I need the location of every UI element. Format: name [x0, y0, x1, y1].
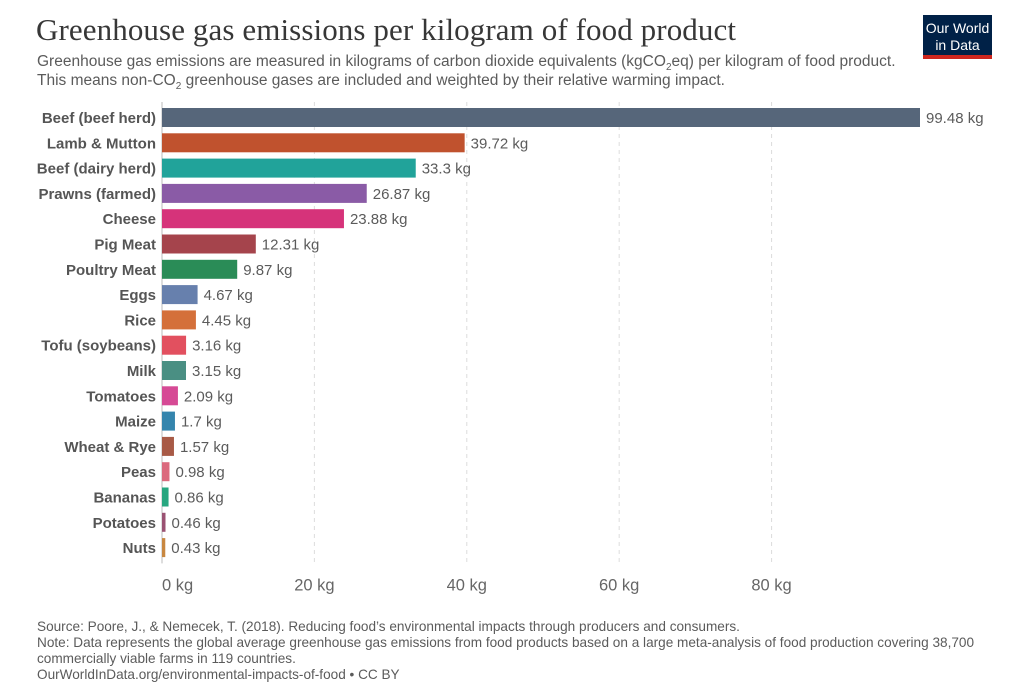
subtitle-text-3: greenhouse gases are included and weight…	[181, 72, 725, 89]
value-label: 2.09 kg	[184, 388, 233, 405]
value-label: 33.3 kg	[422, 161, 471, 178]
bar-chart: 0 kg 20 kg 40 kg 60 kg 80 kg Beef (beef herd)…	[37, 102, 984, 594]
x-tick-label: 80 kg	[751, 576, 791, 594]
bar	[162, 386, 178, 406]
x-tick-label: 0 kg	[162, 576, 193, 594]
bar	[162, 183, 367, 203]
category-label: Tomatoes	[86, 388, 156, 405]
category-label: Potatoes	[93, 515, 156, 532]
bar	[162, 209, 344, 229]
chart-title: Greenhouse gas emissions per kilogram of…	[36, 12, 737, 47]
chart-footer: Source: Poore, J., & Nemecek, T. (2018).…	[37, 619, 997, 683]
credit-link[interactable]: OurWorldInData.org/environmental-impacts…	[37, 667, 400, 682]
x-tick-label: 20 kg	[294, 576, 334, 594]
bar	[162, 108, 920, 127]
value-label: 0.43 kg	[171, 540, 220, 557]
x-tick-label: 40 kg	[447, 576, 487, 594]
subtitle-subscript-1: 2	[665, 62, 672, 74]
category-label: Peas	[121, 464, 156, 481]
category-label: Wheat & Rye	[64, 439, 156, 456]
logo-line-2: in Data	[935, 37, 980, 53]
chart-subtitle: Greenhouse gas emissions are measured in…	[37, 52, 917, 93]
bar	[162, 259, 238, 279]
category-label: Lamb & Mutton	[47, 135, 156, 152]
category-label: Beef (beef herd)	[42, 110, 156, 127]
x-tick-label: 60 kg	[599, 576, 639, 594]
category-label: Milk	[127, 363, 157, 380]
bar	[162, 512, 166, 532]
value-label: 0.98 kg	[175, 464, 224, 481]
bar	[162, 487, 169, 507]
value-label: 23.88 kg	[350, 211, 408, 228]
bar	[162, 436, 174, 456]
subtitle-subscript-2: 2	[175, 81, 182, 93]
value-label: 99.48 kg	[926, 110, 984, 127]
category-label: Beef (dairy herd)	[37, 161, 156, 178]
bar	[162, 538, 166, 558]
bar	[162, 234, 256, 254]
bar	[162, 158, 416, 178]
value-label: 3.16 kg	[192, 338, 241, 355]
value-label: 9.87 kg	[243, 262, 292, 279]
category-label: Maize	[115, 414, 156, 431]
bar	[162, 462, 170, 482]
category-label: Bananas	[93, 490, 156, 507]
bar	[162, 335, 187, 355]
category-label: Eggs	[119, 287, 156, 304]
category-label: Prawns (farmed)	[38, 186, 156, 203]
category-label: Pig Meat	[94, 237, 156, 254]
value-label: 1.57 kg	[180, 439, 229, 456]
value-label: 39.72 kg	[471, 135, 529, 152]
value-label: 3.15 kg	[192, 363, 241, 380]
bar	[162, 411, 175, 431]
category-label: Tofu (soybeans)	[41, 338, 156, 355]
category-label: Cheese	[103, 211, 156, 228]
source-note: Source: Poore, J., & Nemecek, T. (2018).…	[37, 619, 740, 634]
category-label: Rice	[124, 312, 156, 329]
bar	[162, 361, 187, 380]
value-label: 12.31 kg	[262, 237, 320, 254]
owid-logo[interactable]: Our World in Data	[923, 15, 992, 59]
value-label: 4.67 kg	[204, 287, 253, 304]
category-label: Nuts	[123, 540, 156, 557]
value-label: 0.86 kg	[175, 490, 224, 507]
value-label: 0.46 kg	[172, 515, 221, 532]
logo-line-1: Our World	[925, 20, 990, 36]
bar	[162, 133, 465, 153]
data-note: Note: Data represents the global average…	[37, 635, 975, 666]
subtitle-text-2: eq) per kilogram of food product. This m…	[37, 53, 896, 89]
bar	[162, 310, 196, 330]
bar	[162, 285, 198, 305]
value-label: 26.87 kg	[373, 186, 431, 203]
category-label: Poultry Meat	[66, 262, 156, 279]
value-label: 1.7 kg	[181, 414, 222, 431]
value-label: 4.45 kg	[202, 312, 251, 329]
subtitle-text-1: Greenhouse gas emissions are measured in…	[37, 53, 666, 70]
